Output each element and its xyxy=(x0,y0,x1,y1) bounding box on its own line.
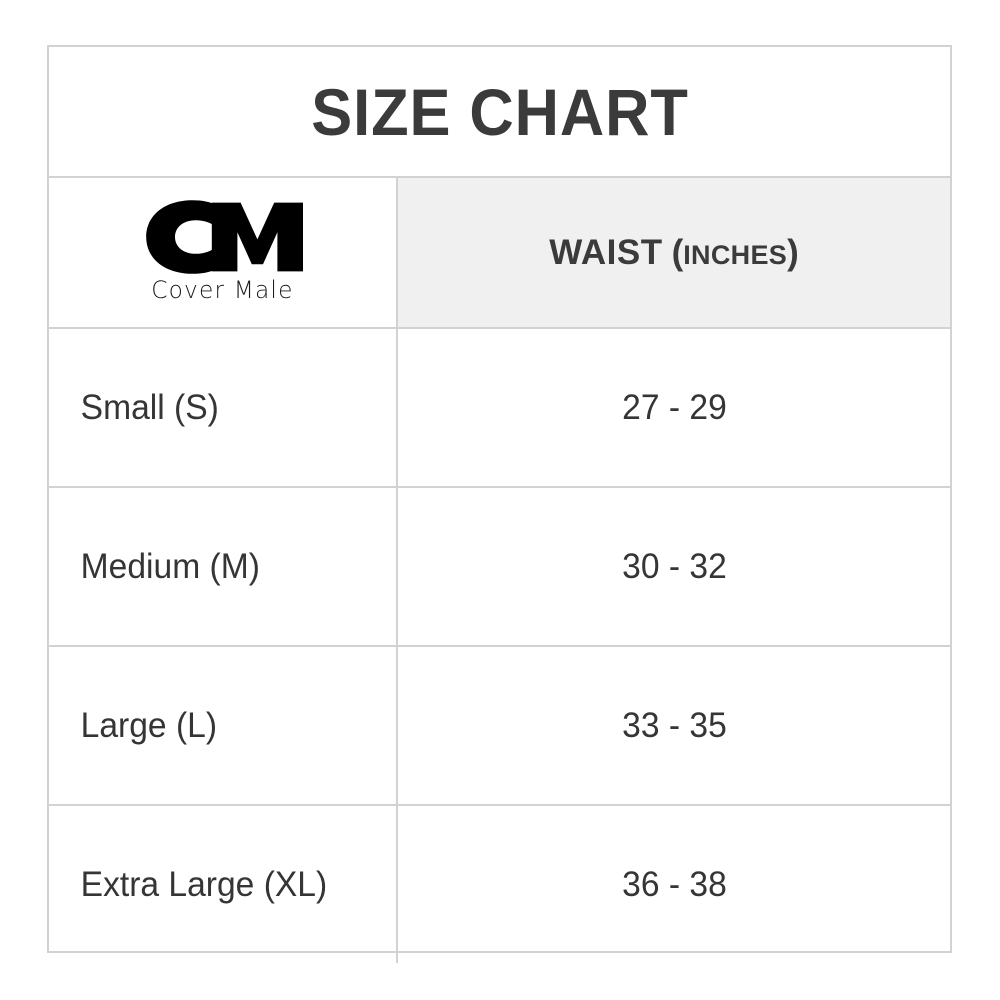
header-cell-waist: WAIST ( INCHES ) xyxy=(398,178,950,327)
page-title: SIZE CHART xyxy=(310,74,689,149)
size-label: Extra Large (XL) xyxy=(80,864,328,904)
waist-value: 33 - 35 xyxy=(621,705,727,745)
column-header-waist: WAIST ( INCHES ) xyxy=(549,233,798,273)
table-title-row: SIZE CHART xyxy=(49,47,950,178)
row-size-cell: Large (L) xyxy=(49,647,398,804)
row-waist-cell: 33 - 35 xyxy=(398,647,950,804)
table-row: Medium (M) 30 - 32 xyxy=(49,488,950,647)
column-header-paren-close: ) xyxy=(787,232,799,272)
brand-name: Cover Male xyxy=(151,275,294,304)
table-row: Small (S) 27 - 29 xyxy=(49,329,950,488)
row-size-cell: Medium (M) xyxy=(49,488,398,645)
row-size-cell: Extra Large (XL) xyxy=(49,806,398,963)
row-waist-cell: 30 - 32 xyxy=(398,488,950,645)
waist-value: 27 - 29 xyxy=(621,387,727,427)
waist-value: 36 - 38 xyxy=(621,864,727,904)
waist-value: 30 - 32 xyxy=(621,546,727,586)
size-label: Medium (M) xyxy=(80,546,260,586)
table-row: Large (L) 33 - 35 xyxy=(49,647,950,806)
brand-logo: Cover Male xyxy=(143,199,303,304)
column-header-paren-open: ( xyxy=(671,232,684,272)
table-row: Extra Large (XL) 36 - 38 xyxy=(49,806,950,963)
column-header-waist-main: WAIST xyxy=(549,232,663,272)
size-label: Large (L) xyxy=(80,705,218,745)
size-chart-table: SIZE CHART Cover Male WAIST ( xyxy=(47,45,952,963)
row-waist-cell: 36 - 38 xyxy=(398,806,950,963)
header-cell-brand: Cover Male xyxy=(49,178,398,327)
cm-monogram-icon xyxy=(145,199,303,274)
table-header-row: Cover Male WAIST ( INCHES ) xyxy=(49,178,950,329)
column-header-waist-unit: INCHES xyxy=(683,239,788,270)
row-size-cell: Small (S) xyxy=(49,329,398,486)
row-waist-cell: 27 - 29 xyxy=(398,329,950,486)
size-label: Small (S) xyxy=(80,387,219,427)
